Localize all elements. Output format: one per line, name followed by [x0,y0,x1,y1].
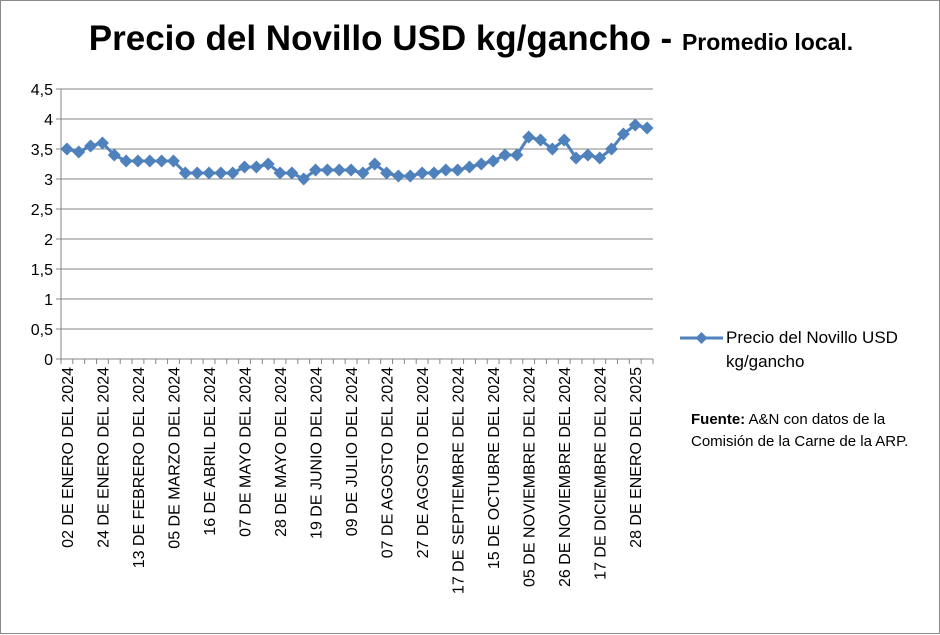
chart-title-sub: Promedio local. [681,29,854,55]
y-tick-label: 3 [44,172,53,189]
series-line [66,123,648,181]
data-point [462,160,476,174]
legend-label: Precio del Novillo USD kg/gancho [726,328,898,371]
data-point [640,121,654,135]
data-point [261,157,275,171]
data-point [60,142,74,156]
data-point [72,145,86,159]
data-point [214,166,228,180]
y-tick-label: 1 [44,292,53,309]
y-tick-label: 0,5 [31,322,53,339]
y-tick-label: 0 [44,352,53,369]
x-tick-label: 19 DE JUNIO DEL 2024 [309,367,326,539]
data-point [332,163,346,177]
data-point [534,133,548,147]
data-point [155,154,169,168]
source-note: Fuente: A&N con datos de la Comisión de … [691,409,926,453]
data-point [273,166,287,180]
x-tick-label: 07 DE MAYO DEL 2024 [238,367,255,537]
data-point [557,133,571,147]
y-tick-label: 2 [44,232,53,249]
data-point [249,160,263,174]
chart-title-main: Precio del Novillo USD kg/gancho - [88,19,682,58]
data-point [545,142,559,156]
data-point [285,166,299,180]
y-tick-label: 4,5 [31,82,53,99]
data-point [510,148,524,162]
data-point [439,163,453,177]
data-point [451,163,465,177]
data-point [605,142,619,156]
x-tick-label: 13 DE FEBRERO DEL 2024 [131,367,148,568]
x-tick-label: 05 DE MARZO DEL 2024 [166,367,183,549]
data-point [320,163,334,177]
data-point [581,148,595,162]
x-tick-label: 05 DE NOVIEMBRE DEL 2024 [522,367,539,587]
data-point [486,154,500,168]
data-point [84,139,98,153]
data-point [522,130,536,144]
data-point [309,163,323,177]
data-point [95,136,109,150]
data-point [226,166,240,180]
data-point [178,166,192,180]
data-point [569,151,583,165]
x-tick-label: 17 DE DICIEMBRE DEL 2024 [593,367,610,580]
data-point [380,166,394,180]
data-point [166,154,180,168]
x-tick-label: 28 DE ENERO DEL 2025 [628,367,645,548]
data-point [368,157,382,171]
data-point [427,166,441,180]
x-tick-label: 07 DE AGOSTO DEL 2024 [380,367,397,558]
data-point [107,148,121,162]
y-tick-label: 3,5 [31,142,53,159]
y-tick-label: 2,5 [31,202,53,219]
data-point [131,154,145,168]
data-point [202,166,216,180]
x-tick-label: 15 DE OCTUBRE DEL 2024 [486,367,503,569]
data-point [498,148,512,162]
y-tick-label: 4 [44,112,53,129]
data-point [143,154,157,168]
x-tick-label: 16 DE ABRIL DEL 2024 [202,367,219,536]
data-point [628,118,642,132]
x-tick-label: 28 DE MAYO DEL 2024 [273,367,290,537]
data-point [119,154,133,168]
data-point [415,166,429,180]
legend-marker-icon [680,332,723,344]
x-tick-label: 17 DE SEPTIEMBRE DEL 2024 [451,367,468,594]
x-tick-label: 26 DE NOVIEMBRE DEL 2024 [557,367,574,587]
chart-title: Precio del Novillo USD kg/gancho - Prome… [1,19,940,59]
data-point [344,163,358,177]
data-point [190,166,204,180]
data-point [474,157,488,171]
data-point [403,169,417,183]
source-text: A&N con datos de la Comisión de la Carne… [691,411,909,450]
data-point [297,172,311,186]
y-tick-label: 1,5 [31,262,53,279]
data-point [593,151,607,165]
data-point [616,127,630,141]
x-tick-label: 27 DE AGOSTO DEL 2024 [415,367,432,558]
data-point [356,166,370,180]
data-point [391,169,405,183]
data-point [238,160,252,174]
source-label: Fuente: [691,411,746,428]
x-tick-label: 09 DE JULIO DEL 2024 [344,367,361,536]
x-tick-label: 02 DE ENERO DEL 2024 [60,367,77,548]
x-tick-label: 24 DE ENERO DEL 2024 [95,367,112,548]
